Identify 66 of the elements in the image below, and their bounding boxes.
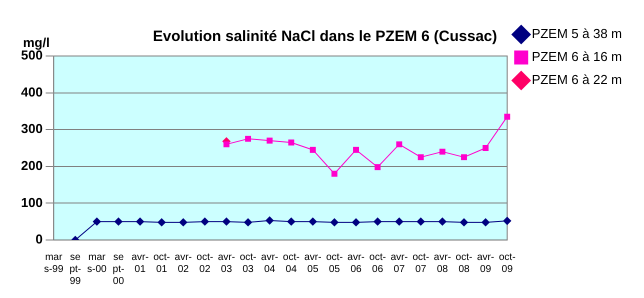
point — [330, 218, 338, 226]
x-tick-label: avr- 05 — [304, 252, 322, 275]
point — [244, 218, 252, 226]
point — [438, 218, 446, 226]
point — [92, 218, 101, 226]
x-tick-label: avr- 07 — [390, 252, 408, 275]
point — [245, 136, 252, 142]
chart-title: Evolution salinité NaCl dans le PZEM 6 (Cussac) — [152, 28, 498, 46]
point — [266, 138, 273, 144]
legend-label: PZEM 6 à 16 m — [532, 49, 622, 64]
point — [352, 218, 360, 226]
point — [287, 218, 296, 226]
point — [136, 218, 144, 226]
x-tick-label: se pt- 99 — [69, 252, 82, 287]
point — [331, 170, 338, 177]
x-tick-label: oct- 03 — [240, 252, 256, 275]
point — [179, 218, 188, 226]
point — [482, 218, 490, 226]
y-tick-label: 0 — [35, 232, 43, 247]
x-tick-label: oct- 08 — [456, 252, 472, 275]
x-tick-label: oct- 02 — [196, 252, 214, 275]
point — [353, 146, 359, 153]
point — [114, 218, 122, 226]
point — [460, 218, 468, 226]
point — [266, 216, 274, 224]
point — [288, 140, 294, 146]
point — [310, 146, 316, 153]
legend-label: PZEM 5 à 38 m — [532, 26, 622, 42]
point — [395, 218, 404, 226]
point — [482, 145, 489, 151]
x-tick-label: oct- 07 — [412, 252, 430, 275]
point — [374, 218, 382, 226]
x-tick-label: oct- 01 — [153, 252, 170, 275]
point — [158, 218, 166, 226]
y-tick-label: 300 — [20, 121, 43, 136]
x-tick-label: avr- 04 — [261, 252, 278, 275]
x-tick-label: mar s-00 — [87, 252, 108, 275]
point — [418, 154, 424, 160]
x-tick-label: avr- 09 — [476, 252, 494, 275]
y-tick-label: 100 — [20, 194, 43, 210]
x-tick-label: avr- 06 — [347, 252, 365, 275]
y-tick-label: 400 — [20, 84, 43, 100]
point — [416, 218, 425, 226]
point — [396, 141, 402, 148]
point — [222, 218, 230, 226]
point — [200, 218, 209, 226]
y-axis-title: mg/l — [22, 35, 50, 50]
y-tick-label: 200 — [20, 158, 43, 173]
point — [439, 148, 446, 155]
x-tick-label: avr- 03 — [218, 252, 236, 275]
x-tick-label: mar s-99 — [44, 252, 64, 275]
x-tick-label: oct- 04 — [282, 252, 300, 275]
legend-label: PZEM 6 à 22 m — [532, 72, 622, 88]
x-tick-label: avr- 01 — [131, 252, 149, 275]
point — [374, 164, 381, 170]
x-tick-label: oct- 05 — [326, 252, 343, 275]
x-tick-label: avr- 02 — [174, 252, 192, 275]
point — [223, 141, 230, 148]
point — [504, 114, 510, 120]
point — [503, 216, 512, 225]
x-tick-label: oct- 09 — [498, 252, 516, 275]
x-tick-label: avr- 08 — [434, 252, 452, 275]
point — [461, 154, 467, 160]
x-tick-label: oct- 06 — [369, 252, 386, 275]
x-tick-label: se pt- 00 — [112, 252, 124, 287]
point — [308, 218, 317, 226]
